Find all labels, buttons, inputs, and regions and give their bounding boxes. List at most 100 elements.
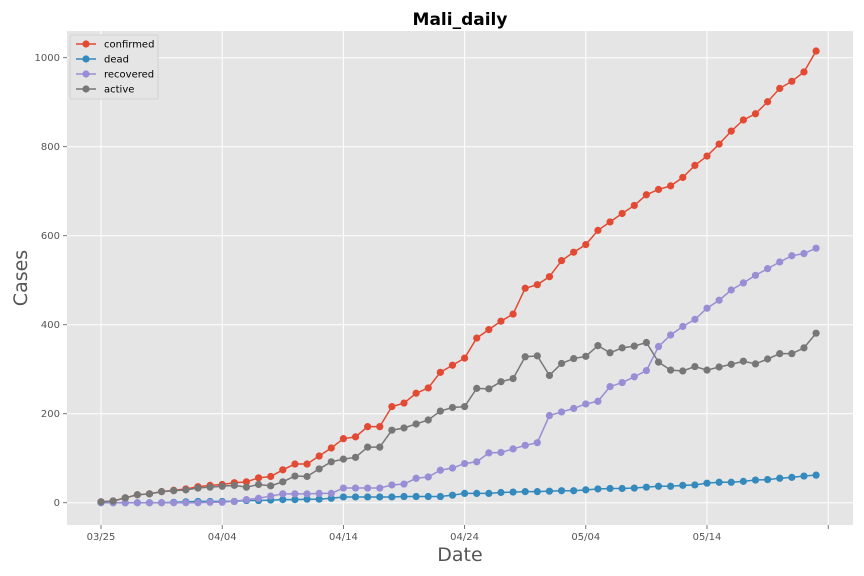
data-point-recovered (788, 252, 796, 260)
data-point-dead (533, 488, 541, 496)
data-point-active (679, 367, 687, 375)
data-point-active (642, 338, 651, 347)
data-point-active (267, 482, 275, 490)
data-point-active (667, 366, 675, 374)
data-point-confirmed (618, 209, 626, 218)
data-point-recovered (739, 279, 747, 287)
data-point-dead (570, 487, 578, 495)
data-point-recovered (242, 496, 251, 504)
y-tick-label: 1000 (35, 53, 60, 64)
data-point-dead (582, 486, 590, 494)
data-point-confirmed (388, 403, 396, 411)
data-point-active (497, 378, 505, 386)
data-point-confirmed (412, 389, 420, 397)
data-point-confirmed (242, 478, 251, 486)
legend-item-confirmed: confirmed (76, 40, 154, 51)
legend-item-recovered: recovered (76, 70, 154, 81)
data-point-confirmed (315, 452, 323, 460)
series-active (97, 329, 820, 506)
data-point-recovered (812, 244, 820, 252)
data-point-dead (461, 489, 469, 498)
data-point-recovered (254, 494, 263, 502)
data-point-dead (667, 482, 675, 490)
legend-marker (82, 70, 90, 78)
data-point-active (776, 350, 784, 358)
data-point-confirmed (509, 310, 517, 318)
data-point-confirmed (630, 201, 638, 210)
data-point-confirmed (376, 423, 384, 431)
legend-label: dead (104, 55, 129, 66)
data-point-recovered (376, 484, 384, 492)
data-point-recovered (691, 315, 699, 323)
data-point-recovered (473, 458, 481, 466)
data-point-confirmed (485, 326, 493, 334)
data-point-active (715, 363, 723, 371)
y-tick-label: 600 (41, 231, 60, 242)
data-point-confirmed (400, 399, 408, 407)
data-point-recovered (133, 499, 141, 507)
x-tick-label: 05/14 (693, 532, 722, 543)
legend-label: recovered (104, 70, 154, 81)
x-tick-label: 04/14 (329, 532, 358, 543)
data-point-dead (521, 488, 529, 496)
data-point-confirmed (667, 182, 675, 190)
data-point-recovered (642, 366, 651, 375)
data-point-active (315, 465, 323, 473)
data-point-dead (339, 493, 347, 501)
data-point-active (533, 352, 541, 360)
data-point-recovered (158, 499, 166, 507)
data-point-confirmed (812, 47, 820, 55)
data-point-dead (630, 484, 638, 492)
data-point-dead (509, 488, 517, 496)
legend-item-dead: dead (76, 55, 129, 66)
data-point-dead (400, 492, 408, 501)
data-point-confirmed (800, 68, 808, 76)
data-point-active (764, 355, 772, 363)
data-point-recovered (800, 249, 808, 258)
data-point-active (291, 472, 299, 480)
data-point-recovered (412, 474, 420, 482)
series-recovered (97, 244, 820, 507)
legend-label: confirmed (104, 40, 154, 51)
data-point-dead (315, 495, 323, 503)
data-point-confirmed (364, 423, 372, 431)
legend-marker (82, 85, 90, 93)
data-point-dead (424, 492, 432, 501)
y-axis-label: Cases (10, 250, 32, 306)
data-point-active (691, 362, 699, 371)
data-point-active (800, 344, 808, 352)
data-point-recovered (606, 382, 614, 391)
data-point-recovered (279, 490, 287, 498)
data-point-active (182, 486, 190, 494)
data-point-active (509, 374, 517, 383)
data-point-recovered (703, 304, 711, 312)
data-point-active (364, 443, 372, 451)
data-point-active (703, 366, 711, 374)
data-point-active (170, 487, 178, 495)
data-point-recovered (218, 498, 226, 506)
data-point-active (545, 371, 554, 380)
data-point-active (133, 491, 141, 499)
data-point-active (727, 360, 735, 368)
x-tick-label: 05/04 (571, 532, 600, 543)
data-point-confirmed (606, 218, 614, 226)
data-point-dead (715, 478, 723, 486)
data-point-confirmed (254, 474, 263, 482)
data-point-active (557, 359, 566, 368)
data-point-confirmed (533, 281, 541, 289)
data-point-active (788, 350, 796, 358)
data-point-dead (497, 488, 505, 497)
x-axis-label: Date (437, 544, 482, 566)
data-point-dead (279, 496, 287, 504)
data-point-confirmed (267, 472, 275, 481)
data-point-confirmed (727, 127, 735, 135)
x-tick-label: 04/24 (450, 532, 479, 543)
chart-title: Mali_daily (413, 10, 508, 30)
data-point-active (751, 360, 760, 368)
data-point-recovered (727, 286, 735, 294)
data-point-active (618, 344, 626, 352)
data-point-active (654, 358, 663, 366)
data-point-confirmed (776, 84, 784, 93)
data-point-confirmed (582, 241, 590, 249)
data-point-active (521, 353, 529, 361)
